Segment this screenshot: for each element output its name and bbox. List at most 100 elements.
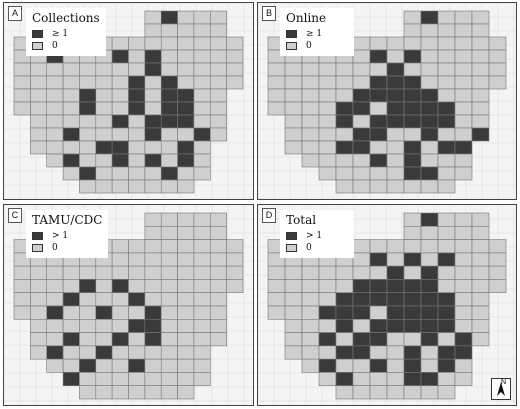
county	[160, 75, 178, 90]
county	[471, 127, 490, 142]
county	[46, 127, 64, 142]
county	[128, 358, 146, 373]
county	[454, 319, 473, 333]
county	[30, 101, 48, 116]
county	[144, 372, 162, 386]
county	[111, 319, 129, 333]
legend-swatch-zero	[32, 244, 43, 252]
county	[437, 305, 456, 320]
county	[144, 166, 162, 181]
county	[79, 385, 97, 400]
county	[403, 358, 422, 373]
legend-title: Collections	[32, 11, 100, 25]
county	[403, 252, 422, 267]
county	[79, 179, 97, 194]
county	[160, 385, 178, 400]
county	[177, 23, 195, 38]
county	[128, 166, 146, 181]
county	[30, 319, 48, 333]
county	[471, 75, 490, 90]
county	[62, 265, 80, 280]
county	[454, 49, 473, 64]
county	[369, 88, 388, 103]
county	[30, 62, 48, 77]
county	[335, 305, 354, 320]
county	[420, 358, 439, 373]
legend-entry-active: > 1	[286, 230, 348, 242]
county	[111, 292, 129, 307]
county	[386, 179, 405, 194]
county	[144, 101, 162, 116]
county	[454, 372, 473, 386]
county	[144, 319, 162, 333]
county	[318, 292, 337, 307]
county	[335, 385, 354, 400]
county	[403, 332, 422, 347]
legend-label: > 1	[306, 231, 323, 241]
county	[284, 279, 303, 294]
county	[160, 10, 178, 25]
county	[284, 62, 303, 77]
county	[193, 279, 211, 294]
county	[160, 153, 178, 168]
county	[144, 179, 162, 194]
county	[95, 319, 113, 333]
county	[318, 358, 337, 373]
county	[160, 36, 178, 51]
county	[128, 252, 146, 267]
county	[386, 292, 405, 307]
county	[46, 75, 64, 90]
county	[386, 332, 405, 347]
county	[403, 127, 422, 142]
county	[403, 319, 422, 333]
county	[437, 36, 456, 51]
county	[193, 252, 211, 267]
county	[386, 345, 405, 360]
county	[488, 36, 507, 51]
county	[369, 114, 388, 129]
county	[111, 385, 129, 400]
county	[30, 305, 48, 320]
county	[79, 62, 97, 77]
county	[437, 385, 456, 400]
county	[210, 62, 228, 77]
county	[226, 265, 244, 280]
county	[177, 252, 195, 267]
county	[95, 179, 113, 194]
county	[210, 127, 228, 142]
county	[437, 212, 456, 227]
county	[267, 279, 286, 294]
county	[144, 279, 162, 294]
county	[128, 140, 146, 155]
county	[95, 127, 113, 142]
county	[210, 292, 228, 307]
county	[454, 127, 473, 142]
legend-label: 0	[306, 41, 312, 51]
county	[454, 88, 473, 103]
county	[144, 140, 162, 155]
county	[226, 279, 244, 294]
county	[437, 358, 456, 373]
county	[386, 385, 405, 400]
county	[471, 279, 490, 294]
county	[403, 279, 422, 294]
county	[160, 179, 178, 194]
county	[160, 305, 178, 320]
county	[46, 88, 64, 103]
county	[111, 358, 129, 373]
county	[352, 372, 371, 386]
county	[420, 319, 439, 333]
county	[111, 252, 129, 267]
county	[128, 114, 146, 129]
county	[318, 265, 337, 280]
county	[193, 372, 211, 386]
map-panel-c: C TAMU/CDC > 1 0	[3, 204, 254, 406]
county	[128, 153, 146, 168]
county	[420, 265, 439, 280]
county	[420, 225, 439, 240]
county	[111, 166, 129, 181]
legend-swatch-zero	[286, 244, 297, 252]
county	[144, 10, 162, 25]
county	[226, 75, 244, 90]
county	[210, 239, 228, 254]
